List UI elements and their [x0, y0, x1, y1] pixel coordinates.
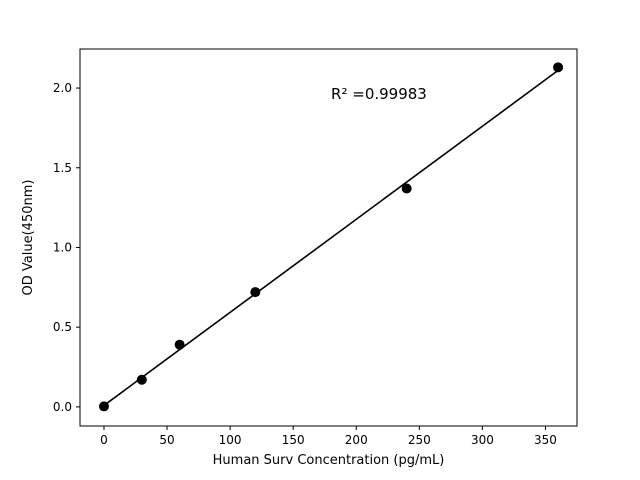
x-axis-tick-label: 200	[345, 433, 368, 447]
y-axis-tick-label: 0.5	[53, 320, 72, 334]
data-point	[553, 62, 564, 73]
x-axis-tick-label: 150	[282, 433, 305, 447]
data-point	[174, 339, 185, 350]
plot-area	[79, 48, 578, 427]
data-point	[250, 287, 261, 298]
x-axis-tick-label: 100	[219, 433, 242, 447]
y-axis-tick-label: 0.0	[53, 400, 72, 414]
x-axis-label: Human Surv Concentration (pg/mL)	[213, 453, 445, 468]
r-squared-annotation: R² =0.99983	[331, 85, 427, 103]
data-point	[401, 183, 412, 194]
x-axis-tick-label: 0	[100, 433, 108, 447]
y-axis-tick-label: 1.0	[53, 240, 72, 254]
y-axis-tick-label: 1.5	[53, 161, 72, 175]
data-point	[98, 401, 109, 412]
data-point	[136, 374, 147, 385]
x-axis-tick-label: 350	[534, 433, 557, 447]
y-axis-label: OD Value(450nm)	[21, 180, 36, 296]
x-axis-tick-label: 250	[408, 433, 431, 447]
x-axis-tick-label: 300	[471, 433, 494, 447]
y-axis-tick-label: 2.0	[53, 81, 72, 95]
x-axis-tick-label: 50	[159, 433, 174, 447]
